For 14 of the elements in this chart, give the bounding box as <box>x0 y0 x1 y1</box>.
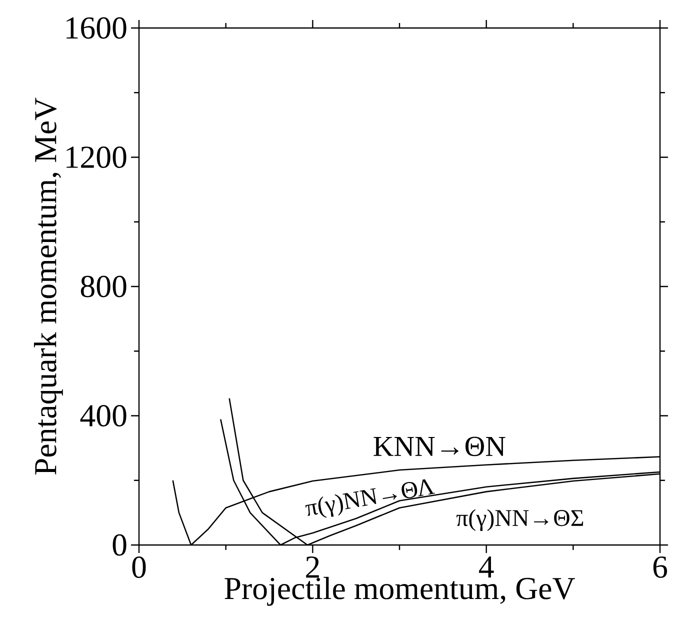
series-label: π(γ)NN→ΘΣ <box>456 509 584 531</box>
y-axis-title: Pentaquark momentum, MeV <box>34 98 63 475</box>
x-tick-label: 6 <box>653 556 668 578</box>
y-tick-label: 800 <box>80 276 126 298</box>
x-tick-label: 0 <box>132 556 146 578</box>
series-label: KNN→ΘN <box>374 436 506 456</box>
x-tick-label: 4 <box>478 556 494 578</box>
x-axis-title: Projectile momentum, GeV <box>224 576 575 606</box>
text: π(γ)NN→ΘΛ <box>305 479 435 518</box>
y-tick-label: 0 <box>112 534 126 556</box>
y-tick-label: 1600 <box>66 17 126 39</box>
y-tick-label: 1200 <box>66 146 126 168</box>
y-tick-label: 400 <box>80 404 126 427</box>
x-tick-label: 2 <box>306 556 319 578</box>
